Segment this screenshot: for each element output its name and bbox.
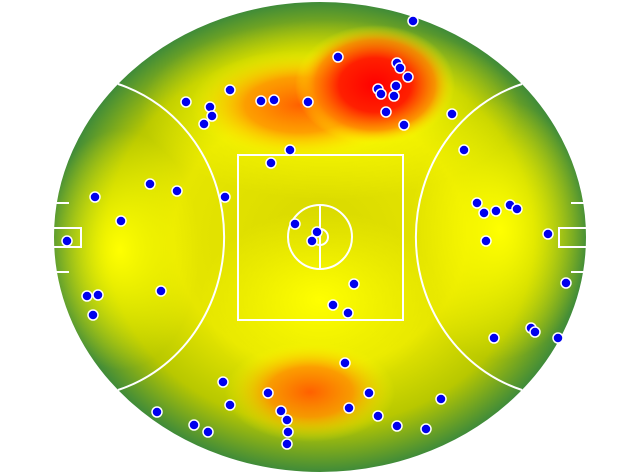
point xyxy=(268,94,280,106)
point xyxy=(262,387,274,399)
point xyxy=(89,191,101,203)
point xyxy=(202,426,214,438)
point xyxy=(420,423,432,435)
point xyxy=(488,332,500,344)
point xyxy=(471,197,483,209)
point xyxy=(398,119,410,131)
field-lines xyxy=(52,0,588,474)
point xyxy=(151,406,163,418)
point xyxy=(478,207,490,219)
point xyxy=(402,71,414,83)
point xyxy=(372,410,384,422)
point xyxy=(180,96,192,108)
point xyxy=(155,285,167,297)
point xyxy=(407,15,419,27)
point xyxy=(394,62,406,74)
point xyxy=(219,191,231,203)
point xyxy=(380,106,392,118)
point xyxy=(490,205,502,217)
point xyxy=(332,51,344,63)
point xyxy=(391,420,403,432)
point xyxy=(144,178,156,190)
point xyxy=(289,218,301,230)
point xyxy=(255,95,267,107)
point xyxy=(327,299,339,311)
point xyxy=(281,414,293,426)
point xyxy=(388,90,400,102)
point xyxy=(81,290,93,302)
point xyxy=(446,108,458,120)
point xyxy=(281,438,293,450)
point xyxy=(363,387,375,399)
point xyxy=(282,426,294,438)
point xyxy=(306,235,318,247)
point xyxy=(435,393,447,405)
point xyxy=(542,228,554,240)
point xyxy=(224,399,236,411)
point xyxy=(92,289,104,301)
point xyxy=(265,157,277,169)
point xyxy=(480,235,492,247)
point xyxy=(343,402,355,414)
point xyxy=(302,96,314,108)
point xyxy=(458,144,470,156)
point xyxy=(529,326,541,338)
point xyxy=(348,278,360,290)
point xyxy=(375,88,387,100)
point xyxy=(217,376,229,388)
point xyxy=(206,110,218,122)
point xyxy=(339,357,351,369)
point xyxy=(61,235,73,247)
point xyxy=(115,215,127,227)
point xyxy=(198,118,210,130)
point xyxy=(87,309,99,321)
point xyxy=(188,419,200,431)
point xyxy=(171,185,183,197)
point xyxy=(311,226,323,238)
point xyxy=(284,144,296,156)
point xyxy=(511,203,523,215)
point xyxy=(560,277,572,289)
point xyxy=(552,332,564,344)
point xyxy=(275,405,287,417)
point xyxy=(390,80,402,92)
point xyxy=(342,307,354,319)
point xyxy=(224,84,236,96)
